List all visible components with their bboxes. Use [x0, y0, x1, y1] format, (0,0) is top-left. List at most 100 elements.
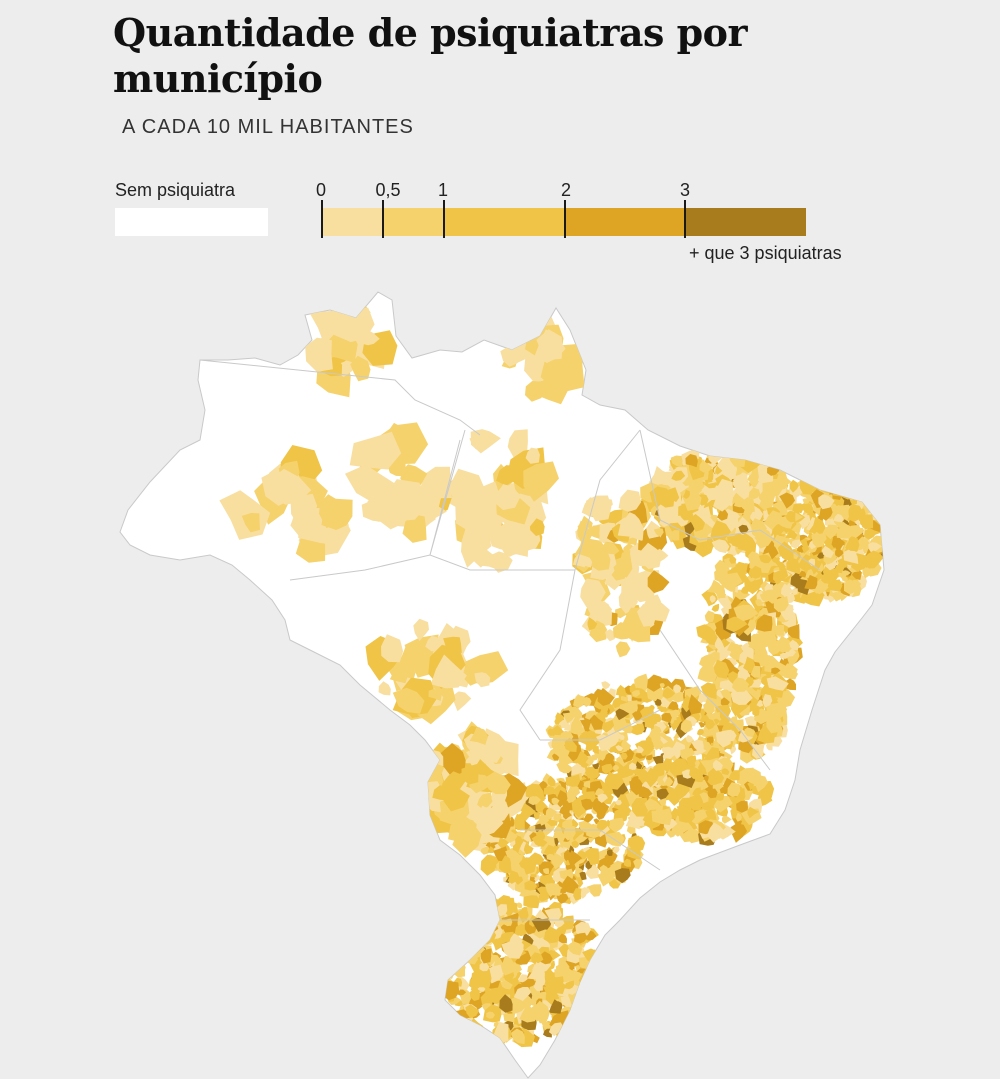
municipality-patch [671, 470, 686, 481]
municipality-patch [747, 574, 756, 582]
municipality-patch [777, 541, 794, 561]
municipality-patch [601, 763, 614, 775]
municipality-patch [579, 871, 587, 881]
municipality-patch [762, 694, 773, 708]
municipality-patch [460, 945, 475, 958]
municipality-patch [698, 722, 706, 728]
municipality-patch [563, 737, 577, 752]
municipality-patch [659, 683, 665, 689]
municipality-patch [453, 941, 473, 957]
municipality-patch [748, 633, 770, 651]
municipality-patch [531, 834, 548, 847]
municipality-patch [750, 665, 761, 678]
municipality-patch [799, 570, 807, 578]
municipality-patch [671, 709, 681, 719]
municipality-patch [601, 719, 615, 733]
municipality-patch [830, 480, 838, 487]
municipality-patch [789, 639, 799, 651]
municipality-patch [575, 1003, 592, 1025]
municipality-patch [659, 696, 671, 708]
municipality-patch [554, 718, 560, 725]
municipality-patch [691, 739, 704, 752]
legend-bin-3-plus [685, 208, 806, 236]
municipality-patch [836, 526, 853, 539]
municipality-patch [621, 739, 632, 751]
municipality-patch [585, 987, 598, 999]
municipality-patch [600, 849, 608, 858]
municipality-patch [636, 745, 644, 753]
municipality-patch [565, 774, 580, 787]
municipality-patch [864, 528, 877, 540]
brazil-map [119, 291, 885, 1079]
municipality-patch [705, 718, 716, 730]
municipality-patch [762, 479, 784, 499]
municipality-patch [673, 684, 682, 694]
municipality-patch [841, 576, 848, 582]
municipality-patch [453, 930, 464, 940]
municipality-patch [859, 514, 874, 529]
municipality-patch [808, 517, 826, 535]
municipality-patch [454, 939, 473, 959]
municipality-patch [584, 987, 603, 1003]
legend-tick-2 [564, 200, 566, 238]
municipality-patch [766, 714, 783, 734]
municipality-patch [465, 933, 474, 943]
municipality-patch [448, 924, 463, 941]
municipality-patch [446, 948, 456, 959]
municipality-patch [612, 846, 620, 854]
municipality-patch [552, 753, 560, 761]
legend-bin-0-5-1 [383, 208, 444, 236]
municipality-patch [766, 676, 789, 691]
municipality-patch [582, 733, 600, 752]
municipality-patch [716, 507, 729, 521]
municipality-patch [477, 939, 486, 948]
municipality-patch [604, 752, 615, 761]
municipality-patch [472, 908, 495, 931]
municipality-patch [780, 652, 790, 659]
municipality-patch [713, 659, 730, 679]
legend-tick-0-5 [382, 200, 384, 238]
municipality-patch [689, 514, 706, 532]
municipality-patch [809, 563, 820, 575]
municipality-patch [804, 565, 819, 579]
municipality-patch [654, 740, 664, 751]
municipality-patch [698, 693, 707, 704]
municipality-patch [578, 820, 594, 833]
municipality-patch [779, 492, 795, 509]
municipality-patch [764, 654, 775, 668]
municipality-patch [732, 677, 750, 692]
municipality-patch [601, 681, 611, 690]
municipality-patch [604, 771, 624, 790]
municipality-patch [596, 819, 609, 832]
municipality-patch [435, 961, 456, 979]
municipality-patch [755, 614, 773, 632]
municipality-patch [583, 813, 594, 824]
municipality-patch [796, 546, 803, 553]
municipality-patch [744, 727, 755, 737]
municipality-patch [539, 780, 548, 789]
municipality-patch [750, 565, 762, 579]
municipality-patch [764, 510, 784, 530]
municipality-patch [684, 685, 702, 700]
municipality-patch [756, 699, 764, 707]
municipality-patch [661, 712, 672, 723]
municipality-patch [480, 854, 497, 876]
municipality-patch [454, 947, 468, 963]
municipality-patch [533, 812, 540, 820]
municipality-patch [466, 913, 481, 927]
municipality-patch [614, 868, 631, 884]
municipality-patch [568, 850, 583, 868]
municipality-patch [564, 724, 571, 731]
municipality-patch [740, 586, 749, 594]
municipality-patch [697, 728, 704, 736]
municipality-patch [673, 733, 680, 739]
municipality-patch [759, 593, 769, 602]
municipality-patch [542, 868, 550, 874]
municipality-patch [752, 743, 764, 759]
municipality-patch [581, 791, 596, 805]
municipality-patch [631, 723, 645, 736]
municipality-patch [615, 745, 624, 751]
municipality-patch [547, 728, 555, 736]
municipality-patch [598, 759, 606, 767]
municipality-patch [533, 822, 546, 836]
